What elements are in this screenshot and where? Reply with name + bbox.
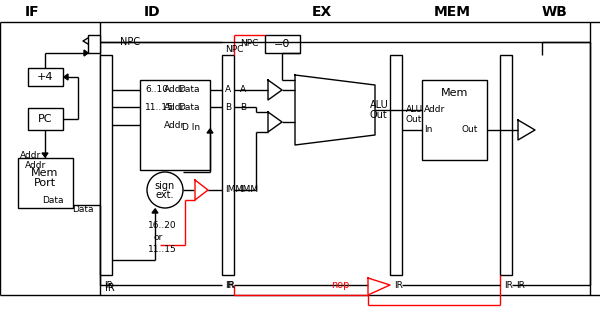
Text: B: B — [225, 102, 231, 112]
Text: 16..20: 16..20 — [148, 220, 176, 229]
Text: Addr: Addr — [164, 102, 185, 112]
Text: IR: IR — [504, 280, 513, 290]
Bar — [265, 35, 300, 53]
Text: IR: IR — [516, 280, 525, 290]
Polygon shape — [152, 209, 158, 213]
Text: Addr: Addr — [20, 151, 41, 160]
Text: ALU: ALU — [406, 106, 423, 115]
Bar — [28, 108, 63, 130]
Text: 11..15: 11..15 — [145, 102, 174, 112]
Polygon shape — [42, 153, 48, 157]
Text: IF: IF — [25, 5, 40, 19]
Polygon shape — [207, 129, 213, 133]
Text: IR: IR — [104, 280, 113, 290]
Text: Port: Port — [34, 178, 56, 188]
Text: Addr: Addr — [164, 121, 185, 130]
Polygon shape — [368, 278, 390, 295]
Bar — [18, 158, 73, 208]
Text: nop: nop — [332, 280, 350, 290]
Bar — [28, 68, 63, 86]
Text: ID: ID — [143, 5, 160, 19]
Text: =0: =0 — [274, 39, 290, 49]
Text: or: or — [153, 233, 162, 241]
Text: IR: IR — [394, 280, 403, 290]
Text: Out: Out — [461, 125, 478, 135]
Polygon shape — [268, 80, 282, 100]
Text: NPC: NPC — [225, 45, 244, 54]
Bar — [100, 55, 112, 275]
Text: WB: WB — [542, 5, 568, 19]
Text: B: B — [240, 102, 246, 112]
Text: Addr: Addr — [25, 161, 46, 170]
Text: Addr: Addr — [164, 85, 185, 94]
Text: A: A — [225, 85, 231, 94]
Text: D In: D In — [182, 123, 200, 132]
Bar — [140, 80, 210, 170]
Text: In: In — [424, 125, 432, 135]
Text: EX: EX — [312, 5, 332, 19]
Bar — [390, 55, 402, 275]
Text: sign: sign — [155, 181, 175, 191]
Bar — [422, 80, 487, 160]
Polygon shape — [84, 50, 88, 56]
Text: Data: Data — [43, 196, 64, 205]
Text: Addr: Addr — [424, 106, 446, 115]
Text: MEM: MEM — [433, 5, 470, 19]
Text: Data: Data — [72, 205, 94, 214]
Text: IR: IR — [226, 280, 235, 290]
Text: NPC: NPC — [240, 40, 259, 48]
Polygon shape — [195, 180, 208, 200]
Text: Out: Out — [370, 110, 388, 120]
Text: Data: Data — [179, 85, 200, 94]
Text: IR: IR — [225, 280, 234, 290]
Bar — [500, 55, 512, 275]
Text: PC: PC — [38, 114, 52, 124]
Text: IR: IR — [105, 283, 115, 293]
Text: A: A — [240, 85, 246, 94]
Polygon shape — [64, 74, 68, 80]
Bar — [88, 35, 100, 53]
Text: Mem: Mem — [442, 88, 469, 98]
Text: IMM: IMM — [240, 186, 258, 195]
Bar — [222, 55, 234, 275]
Polygon shape — [268, 112, 282, 132]
Polygon shape — [295, 75, 375, 145]
Text: NPC: NPC — [120, 37, 140, 47]
Text: 6..10: 6..10 — [145, 85, 168, 94]
Text: Data: Data — [179, 102, 200, 112]
Text: ALU: ALU — [370, 100, 389, 110]
Text: Out: Out — [406, 115, 422, 124]
Text: ext.: ext. — [156, 190, 174, 200]
Text: +4: +4 — [37, 72, 53, 82]
Text: 11..15: 11..15 — [148, 244, 177, 254]
Polygon shape — [518, 120, 535, 140]
Text: Mem: Mem — [31, 168, 59, 178]
Text: IMM: IMM — [225, 186, 243, 195]
